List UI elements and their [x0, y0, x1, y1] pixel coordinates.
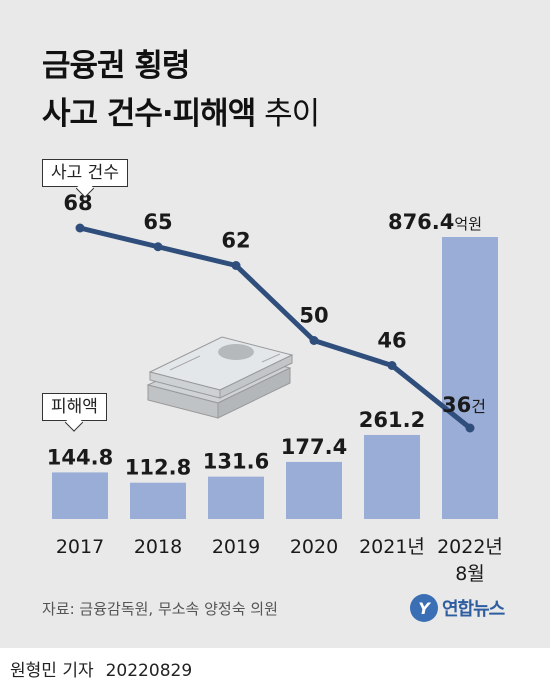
line-point-3: [309, 336, 319, 345]
line-series-path: [77, 225, 473, 431]
bar-value-label-5: 876.4억원: [388, 210, 482, 234]
x-tick-label-5: 2022년: [437, 536, 503, 558]
line-point-1: [153, 242, 163, 252]
yonhap-logo-icon: Y: [410, 594, 438, 622]
publish-date: 20220829: [105, 661, 193, 681]
bar-4: [364, 434, 420, 519]
chart-title: 금융권 횡령 사고 건수·피해액 추이: [42, 42, 320, 138]
reporter-name: 원형민 기자: [10, 661, 94, 681]
x-tick-label-3: 2020: [290, 536, 338, 558]
bar-0: [52, 472, 108, 519]
line-series-callout: 사고 건수: [42, 159, 128, 187]
source-note: 자료: 금융감독원, 무소속 양정숙 의원: [42, 600, 278, 618]
line-point-0: [75, 223, 85, 233]
bar-value-label-4: 261.2: [359, 408, 425, 432]
title-line-2-light: 추이: [255, 96, 320, 132]
chart-svg: 144.8 112.8 131.6 177.4 261.2 876.4억원 68 65 62 50…: [47, 191, 503, 585]
bar-series-callout: 피해액: [42, 393, 107, 421]
x-tick-label-0: 2017: [56, 536, 104, 558]
line-value-label-1: 65: [143, 210, 172, 234]
publisher-logo: Y 연합뉴스: [410, 594, 505, 622]
line-value-label-3: 50: [299, 304, 328, 328]
x-tick-label-1: 2018: [134, 536, 182, 558]
bar-value-label-0: 144.8: [47, 445, 113, 469]
bar-2: [208, 476, 264, 519]
line-point-2: [231, 261, 241, 270]
bar-unit-label: 억원: [454, 215, 482, 233]
x-tick-label-5-line2: 8월: [455, 563, 485, 585]
bar-5: [442, 237, 498, 519]
line-value-label-5: 36건: [442, 393, 486, 417]
bar-value-label-1: 112.8: [125, 456, 191, 480]
bar-1: [130, 482, 186, 519]
line-value-label-4: 46: [377, 329, 406, 353]
x-tick-label-2: 2019: [212, 536, 260, 558]
line-value-label-2: 62: [221, 229, 250, 253]
bar-value-label-2: 131.6: [203, 450, 269, 474]
title-line-2-bold: 사고 건수·피해액: [42, 96, 256, 132]
line-unit-label: 건: [471, 397, 486, 416]
money-stack-icon: [146, 336, 294, 419]
byline: 원형민 기자 20220829: [10, 656, 192, 681]
bar-value-label-3: 177.4: [281, 435, 347, 459]
line-value-label-0: 68: [63, 191, 92, 215]
bar-3: [286, 461, 342, 519]
logo-text: 연합뉴스: [442, 599, 505, 620]
x-tick-label-4: 2021년: [359, 536, 425, 558]
line-point-4: [387, 361, 397, 370]
line-point-5: [465, 423, 475, 433]
title-line-2: 사고 건수·피해액 추이: [42, 90, 320, 138]
title-line-1: 금융권 횡령: [42, 48, 190, 84]
